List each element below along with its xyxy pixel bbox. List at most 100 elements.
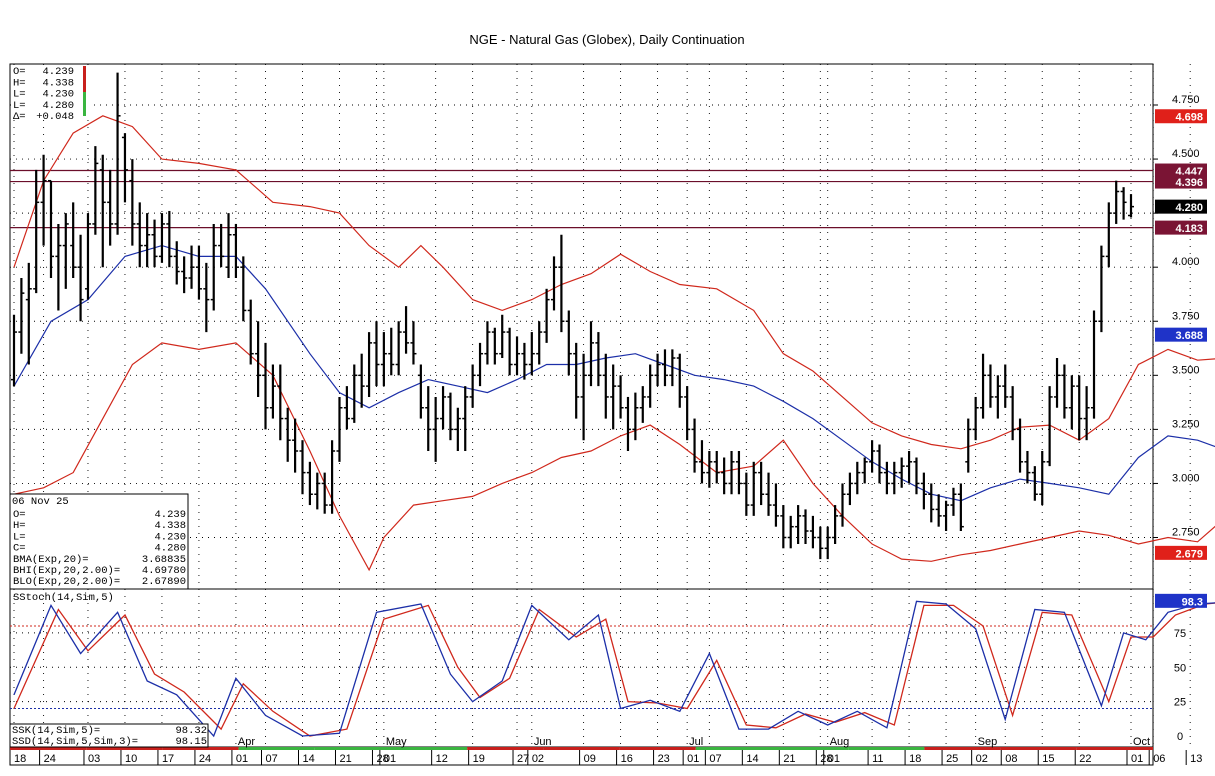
ohlc-bar [514,336,521,376]
header-range-bar-red [83,66,86,92]
ohlc-bar [440,386,447,430]
date-tick-label: 07 [266,753,278,765]
ohlc-bar [314,472,321,510]
ohlc-bar [329,440,336,514]
date-tick-label: 08 [1005,753,1017,765]
ohlc-bar [151,219,158,268]
info-box-value: 3.68835 [142,554,186,566]
stoch-k-line [13,600,1215,738]
price-tick-label: 4.500 [1172,148,1200,160]
stoch-tick-label: 50 [1174,662,1186,674]
ohlc-bar [861,457,868,484]
ohlc-bar [587,321,594,387]
ohlc-bar [551,256,558,311]
ohlc-bar [255,321,262,397]
ohlc-bar [484,321,491,365]
price-panel [9,63,1154,590]
ohlc-bar [913,457,920,495]
ohlc-bar [40,154,47,246]
stoch-box [9,723,209,748]
month-strip-segment [695,747,772,750]
ohlc-bar [477,342,484,387]
ohlc-header-value: 4.338 [42,77,74,89]
price-label-box [1155,545,1207,560]
ohlc-header-key: L= [13,100,26,112]
ohlc-bar [728,451,735,495]
ohlc-bar [935,494,942,527]
ohlc-bar [957,483,964,532]
ohlc-bar [758,461,765,506]
price-label: 2.679 [1175,548,1203,560]
ohlc-bar [1002,364,1009,408]
ohlc-bar [1009,386,1016,441]
ohlc-bar [1061,364,1068,419]
ohlc-bar [166,210,173,268]
ohlc-bar [898,457,905,488]
ohlc-bar [506,327,513,376]
date-tick-label: 13 [1190,753,1202,765]
date-tick-label: 24 [199,753,211,765]
ohlc-bar [388,327,395,376]
ohlc-bar [869,440,876,473]
date-tick-label: 03 [88,753,100,765]
ohlc-bar [580,353,587,441]
ohlc-bar [70,202,77,278]
ohlc-bar [1039,451,1046,506]
price-tick-label: 3.000 [1172,472,1200,484]
ohlc-bar [972,396,979,441]
ohlc-bar [980,353,987,419]
month-label: Oct [1133,736,1150,748]
ohlc-bar [661,349,668,387]
ohlc-bar [1076,375,1083,441]
ohlc-bar [454,407,461,451]
ohlc-bar [602,353,609,419]
ohlc-bar [18,278,25,354]
ohlc-header-value: 4.230 [42,89,74,101]
ohlc-bar [462,386,469,451]
ohlc-bar [358,353,365,408]
ohlc-bar [395,321,402,376]
stochastic-panel [9,588,1154,748]
ohlc-bar [107,169,114,246]
stoch-box-value: 98.32 [175,725,207,737]
date-tick-label: 01 [828,753,840,765]
ohlc-bar [33,169,40,294]
ohlc-bar [11,314,17,387]
info-box-key: O= [13,509,26,521]
ohlc-bar [987,364,994,408]
price-label: 4.183 [1175,223,1203,235]
info-box-value: 4.239 [154,509,186,521]
month-strip-segment [162,747,239,750]
date-tick-label: 07 [709,753,721,765]
ohlc-bar [809,515,816,549]
ohlc-bar [158,213,165,263]
ohlc-header-value: 4.280 [42,100,74,112]
price-label-box [1155,174,1207,189]
date-tick-label: 25 [946,753,958,765]
price-tick-label: 3.750 [1172,310,1200,322]
ohlc-header-key: H= [13,77,26,89]
ohlc-header-key: L= [13,89,26,101]
ohlc-bar [817,526,824,560]
month-label: Sep [978,736,998,748]
ohlc-bar [425,386,432,451]
ohlc-bar [1068,375,1075,430]
ohlc-bar [129,159,136,246]
ohlc-bar [965,418,972,473]
ohlc-bar [920,472,927,510]
month-label: Aug [830,736,850,748]
month-strip-segment [924,747,1001,750]
date-tick-label: 06 [1153,753,1165,765]
month-strip-segment [619,747,696,750]
ohlc-bar [136,202,143,268]
ohlc-header-box [11,65,89,120]
info-box-value: 4.338 [154,520,186,532]
date-tick-label: 01 [687,753,699,765]
ohlc-bar [617,375,624,419]
month-strip-segment [10,747,87,750]
price-tick-label: 3.250 [1172,418,1200,430]
stoch-box-key: SSK(14,Sim,5)= [12,725,100,737]
month-strip-segment [314,747,391,750]
date-tick-label: 01 [1131,753,1143,765]
